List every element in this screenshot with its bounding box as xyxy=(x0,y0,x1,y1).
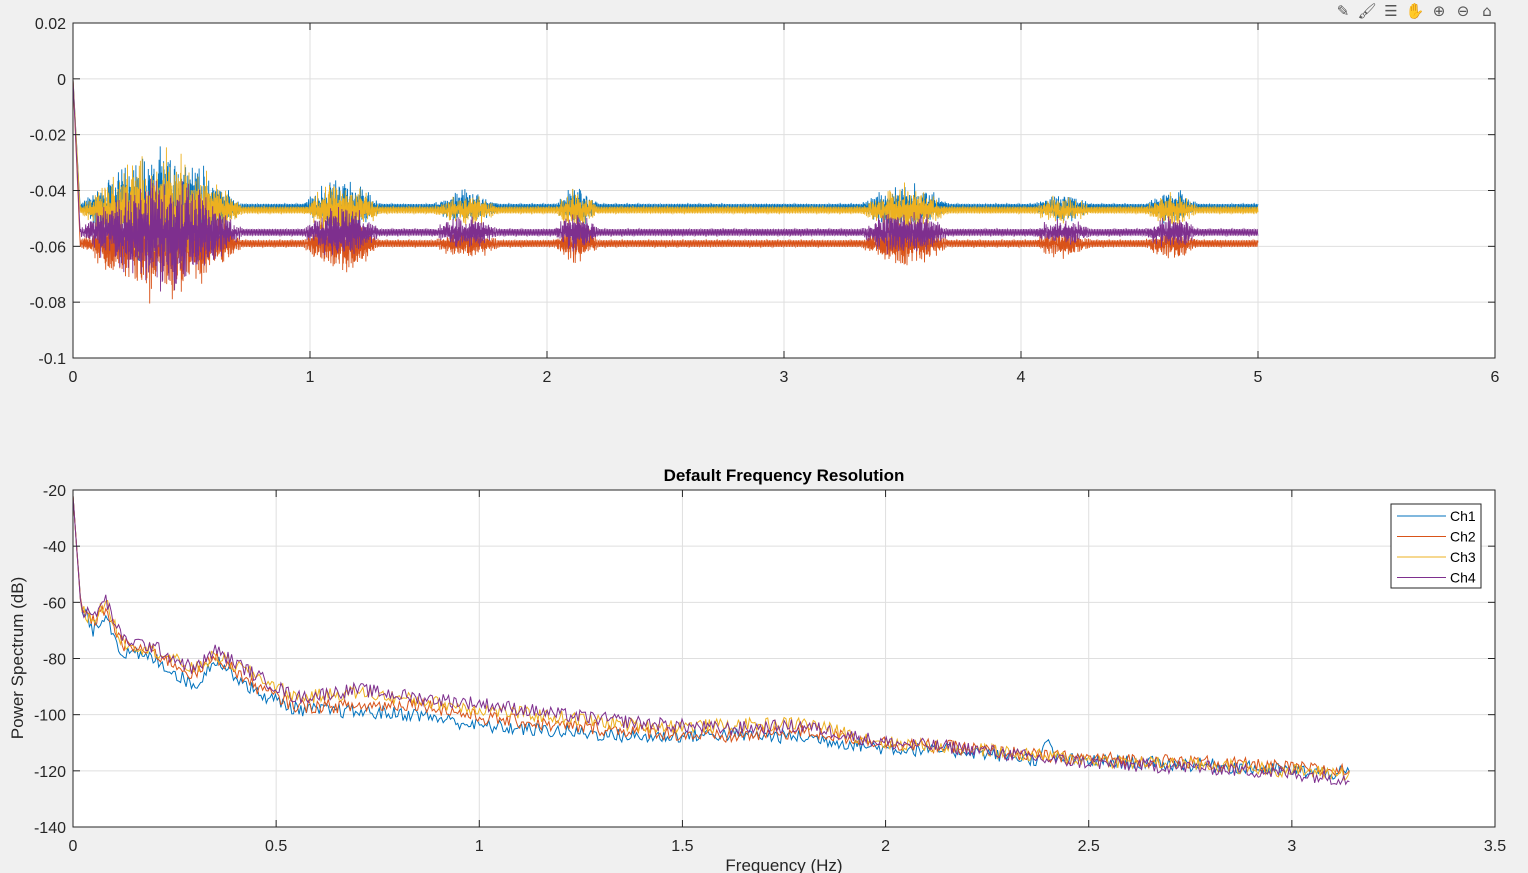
top-ytick-label: 0.02 xyxy=(35,16,66,33)
brush-icon[interactable]: 🖌 xyxy=(1357,2,1377,20)
spectrum-lines xyxy=(72,495,1350,786)
legend-label-ch1: Ch1 xyxy=(1450,508,1476,524)
top-ytick-label: -0.1 xyxy=(38,351,66,368)
legend-label-ch2: Ch2 xyxy=(1450,529,1476,545)
spectrum-axes[interactable]: Default Frequency Resolution 0 0.5 1 1.5 2 2.… xyxy=(8,466,1506,873)
bottom-xtick-label: 0 xyxy=(69,838,78,855)
signal-line-ch4 xyxy=(72,78,1259,292)
legend-label-ch4: Ch4 xyxy=(1450,570,1476,586)
top-xtick-label: 0 xyxy=(69,369,78,386)
top-xtick-label: 5 xyxy=(1254,369,1263,386)
bottom-xtick-label: 1.5 xyxy=(671,838,693,855)
legend-label-ch3: Ch3 xyxy=(1450,549,1476,565)
bottom-xtick-label: 2 xyxy=(881,838,890,855)
figure-toolbar: ✎ 🖌 ☰ ✋ ⊕ ⊖ ⌂ xyxy=(1332,0,1498,22)
legend[interactable]: Ch1 Ch2 Ch3 Ch4 xyxy=(1390,503,1482,589)
bottom-xtick-label: 0.5 xyxy=(265,838,287,855)
top-xtick-label: 6 xyxy=(1491,369,1500,386)
bottom-ytick-label: -60 xyxy=(43,595,66,612)
bottom-ytick-label: -120 xyxy=(34,764,66,781)
top-xtick-label: 3 xyxy=(780,369,789,386)
top-ytick-label: 0 xyxy=(57,72,66,89)
bottom-ytick-label: -80 xyxy=(43,652,66,669)
spectrum-line-ch4 xyxy=(72,495,1350,786)
bottom-ytick-label: -20 xyxy=(43,483,66,500)
legend-box xyxy=(1390,503,1482,589)
zoom-in-icon[interactable]: ⊕ xyxy=(1432,2,1446,20)
zoom-out-icon[interactable]: ⊖ xyxy=(1456,2,1470,20)
bottom-ytick-label: -140 xyxy=(34,820,66,837)
bottom-xtick-label: 2.5 xyxy=(1078,838,1100,855)
top-signal-lines xyxy=(72,78,1259,304)
bottom-ytick-label: -40 xyxy=(43,539,66,556)
bottom-ytick-label: -100 xyxy=(34,708,66,725)
x-axis-label: Frequency (Hz) xyxy=(725,856,842,873)
top-tick-labels: 0 1 2 3 4 5 6 -0.1 -0.08 -0.06 -0.04 -0.02 0 0.02 xyxy=(30,16,1500,386)
top-xtick-label: 4 xyxy=(1017,369,1026,386)
bottom-xtick-label: 3.5 xyxy=(1484,838,1506,855)
top-ytick-label: -0.04 xyxy=(30,184,67,201)
time-domain-axes[interactable]: 0 1 2 3 4 5 6 -0.1 -0.08 -0.06 -0.04 -0.02 0 0.02 xyxy=(30,16,1500,386)
spectrum-title: Default Frequency Resolution xyxy=(664,466,905,485)
top-ytick-label: -0.08 xyxy=(30,295,67,312)
top-ytick-label: -0.06 xyxy=(30,239,67,256)
bottom-xtick-label: 1 xyxy=(475,838,484,855)
signal-line-ch3 xyxy=(72,78,1259,264)
y-axis-label: Power Spectrum (dB) xyxy=(8,577,27,740)
bottom-xtick-label: 3 xyxy=(1287,838,1296,855)
signal-line-ch2 xyxy=(72,78,1259,304)
data-tips-icon[interactable]: ☰ xyxy=(1384,2,1398,20)
top-xtick-label: 2 xyxy=(543,369,552,386)
top-ytick-label: -0.02 xyxy=(30,128,67,145)
edit-plot-icon[interactable]: ✎ xyxy=(1336,2,1350,20)
pan-hand-icon[interactable]: ✋ xyxy=(1405,2,1425,20)
home-icon[interactable]: ⌂ xyxy=(1482,2,1492,20)
top-xtick-label: 1 xyxy=(306,369,315,386)
bottom-tick-labels: 0 0.5 1 1.5 2 2.5 3 3.5 -140 -120 -100 -80 -60 -40 -20 xyxy=(34,483,1506,855)
